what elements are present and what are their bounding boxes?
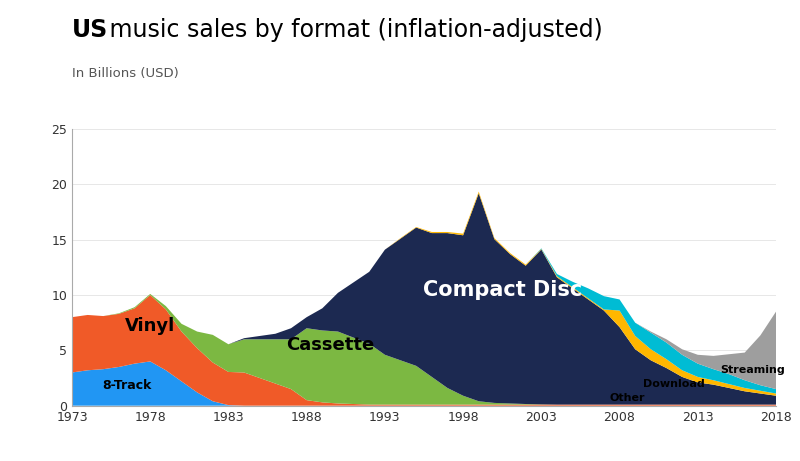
Text: Download: Download [643, 378, 705, 389]
Text: music sales by format (inflation-adjusted): music sales by format (inflation-adjuste… [102, 18, 603, 42]
Text: US: US [72, 18, 108, 42]
Text: Vinyl: Vinyl [125, 317, 175, 335]
Text: 8-Track: 8-Track [102, 379, 151, 392]
Text: Compact Disc: Compact Disc [422, 279, 582, 300]
Text: Other: Other [610, 394, 645, 403]
Text: Cassette: Cassette [286, 336, 374, 354]
Text: Streaming: Streaming [720, 365, 785, 375]
Text: In Billions (USD): In Billions (USD) [72, 67, 178, 80]
